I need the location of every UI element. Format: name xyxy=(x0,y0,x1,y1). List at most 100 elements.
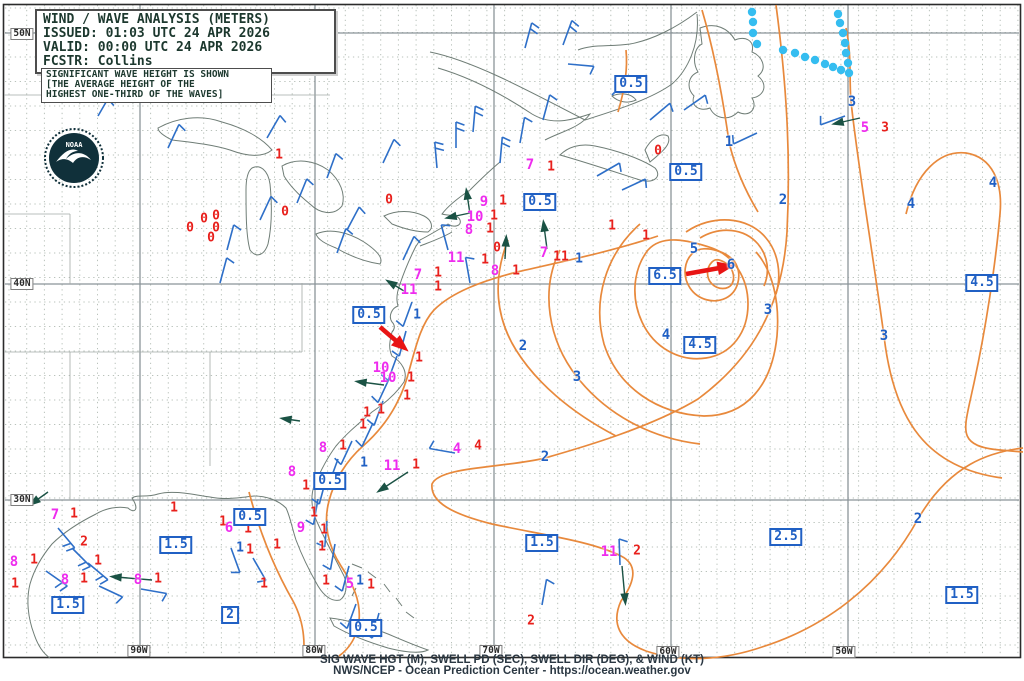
swell-arrowhead-icon xyxy=(279,415,293,424)
footer-line-2: NWS/NCEP - Ocean Prediction Center - htt… xyxy=(333,665,691,677)
noaa-logo-text: NOAA xyxy=(66,141,84,149)
red-arrowhead-icon xyxy=(716,261,735,275)
station-value-magenta: 10 xyxy=(372,360,390,376)
contour-label: 3 xyxy=(763,302,773,318)
axis-label-40n: 40N xyxy=(10,278,34,290)
map-frame xyxy=(2,3,1022,659)
ice-edge-dot-icon xyxy=(836,65,846,75)
station-value-red: 1 xyxy=(434,265,442,281)
issued-line: ISSUED: 01:03 UTC 24 APR 2026 xyxy=(43,26,270,41)
station-value-magenta: 8 xyxy=(490,263,500,279)
station-value-magenta: 10 xyxy=(466,209,484,225)
station-value-magenta: 11 xyxy=(400,282,418,298)
wave-height-box: 4.5 xyxy=(965,274,999,292)
wind-barb-icon xyxy=(339,603,357,630)
wind-barb-icon xyxy=(259,195,278,221)
station-value-red: 1 xyxy=(310,505,318,521)
station-value-red: 1 xyxy=(403,388,411,404)
contour-label: 4 xyxy=(988,175,998,191)
station-value-magenta: 11 xyxy=(383,458,401,474)
contour-label: 1 xyxy=(724,134,734,150)
wind-barb-icon xyxy=(455,121,465,148)
ice-edge-dot-icon xyxy=(747,7,757,17)
wind-barb-icon xyxy=(266,114,287,139)
wind-barb-icon xyxy=(621,178,648,191)
station-value-blue: 1 xyxy=(356,573,364,589)
red-arrowhead-icon xyxy=(391,335,409,352)
station-value-red: 1 xyxy=(412,457,420,473)
station-value-magenta: 8 xyxy=(464,222,474,238)
station-value-red: 1 xyxy=(302,478,310,494)
coastlines xyxy=(27,11,765,659)
ice-edge-dot-icon xyxy=(790,48,800,58)
swell-arrowhead-icon xyxy=(463,187,472,201)
station-value-red: 0 xyxy=(207,230,215,246)
station-value-red: 1 xyxy=(512,263,520,279)
wind-barb-icon xyxy=(819,115,846,126)
wave-height-box: 2 xyxy=(221,606,239,624)
station-value-red: 0 xyxy=(200,211,208,227)
station-value-red: 1 xyxy=(407,370,415,386)
wind-barb-icon xyxy=(305,498,319,526)
station-value-red: 1 xyxy=(246,542,254,558)
ice-edge-dot-icon xyxy=(835,18,845,28)
axis-label-70w: 70W xyxy=(479,645,503,657)
ice-edge-dot-icon xyxy=(828,62,838,72)
station-value-red: 0 xyxy=(385,192,393,208)
wave-height-box: 1.5 xyxy=(51,596,85,614)
station-value-red: 0 xyxy=(281,204,289,220)
swell-arrowhead-icon xyxy=(620,593,629,606)
wind-barb-icon xyxy=(683,94,709,111)
wind-barb-icon xyxy=(167,123,186,149)
wind-barb-icon xyxy=(596,162,622,177)
wave-contours xyxy=(248,4,1024,660)
station-value-red: 0 xyxy=(493,240,501,256)
wave-height-box: 6.5 xyxy=(648,267,682,285)
wave-height-box: 0.5 xyxy=(313,472,347,490)
swell-arrow-shaft xyxy=(115,576,153,581)
station-value-magenta: 7 xyxy=(539,245,549,261)
ice-edge-dot-icon xyxy=(844,68,854,78)
station-value-red: 2 xyxy=(80,534,88,550)
station-value-red: 1 xyxy=(363,405,371,421)
swell-arrowhead-icon xyxy=(376,482,389,493)
ice-edge-dot-icon xyxy=(840,38,850,48)
station-value-magenta: 11 xyxy=(600,544,618,560)
station-value-red: 1 xyxy=(642,228,650,244)
swell-arrowhead-icon xyxy=(109,573,122,582)
contour-label: 2 xyxy=(518,338,528,354)
contour-label: 2 xyxy=(540,449,550,465)
station-value-red: 1 xyxy=(434,279,442,295)
wave-height-box: 0.5 xyxy=(352,306,386,324)
station-value-red: 1 xyxy=(80,571,88,587)
swell-arrowhead-icon xyxy=(831,117,845,126)
station-value-magenta: 4 xyxy=(452,441,462,457)
grid-minor xyxy=(5,5,1019,656)
swell-arrowhead-icon xyxy=(501,234,510,247)
valid-line: VALID: 00:00 UTC 24 APR 2026 xyxy=(43,40,263,55)
station-value-red: 1 xyxy=(244,521,252,537)
wind-barb-icon xyxy=(371,378,390,404)
wind-barb-icon xyxy=(71,547,91,571)
station-value-red: 1 xyxy=(30,552,38,568)
axis-label-50n: 50N xyxy=(10,28,34,40)
wind-barb-icon xyxy=(382,138,401,164)
station-value-red: 1 xyxy=(260,576,268,592)
swell-arrowhead-icon xyxy=(540,219,549,233)
ice-edge-dot-icon xyxy=(800,52,810,62)
ice-edge-dot-icon xyxy=(820,59,830,69)
axis-label-50w: 50W xyxy=(832,646,856,658)
station-value-red: 1 xyxy=(219,514,227,530)
station-value-red: 1 xyxy=(547,159,555,175)
header-box: WIND / WAVE ANALYSIS (METERS) ISSUED: 01… xyxy=(35,9,336,74)
station-value-red: 0 xyxy=(186,220,194,236)
contour-label: 2 xyxy=(913,511,923,527)
red-arrows xyxy=(378,261,735,352)
wave-height-box: 0.5 xyxy=(349,619,383,637)
wind-barb-icon xyxy=(472,105,484,133)
station-value-blue: 1 xyxy=(360,455,368,471)
wind-barb-icon xyxy=(464,256,475,284)
contour-label: 6 xyxy=(726,257,736,273)
